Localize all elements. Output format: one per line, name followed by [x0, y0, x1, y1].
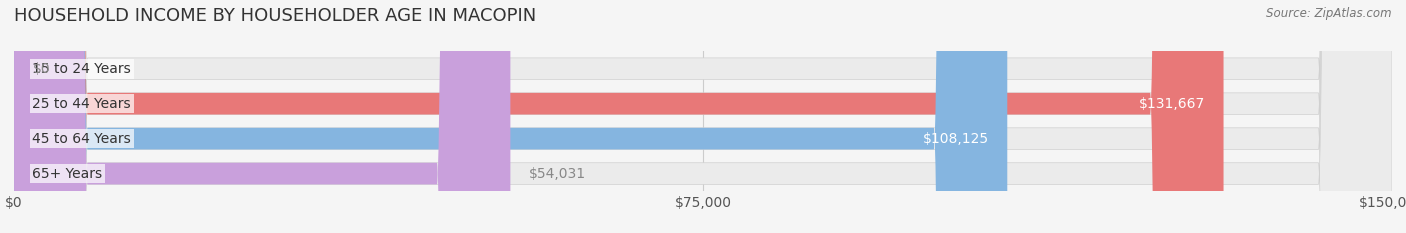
Text: 65+ Years: 65+ Years: [32, 167, 103, 181]
FancyBboxPatch shape: [14, 0, 1007, 233]
Text: HOUSEHOLD INCOME BY HOUSEHOLDER AGE IN MACOPIN: HOUSEHOLD INCOME BY HOUSEHOLDER AGE IN M…: [14, 7, 536, 25]
Text: $54,031: $54,031: [529, 167, 586, 181]
Text: 15 to 24 Years: 15 to 24 Years: [32, 62, 131, 76]
Text: $131,667: $131,667: [1139, 97, 1205, 111]
Text: $0: $0: [32, 62, 51, 76]
Text: 25 to 44 Years: 25 to 44 Years: [32, 97, 131, 111]
FancyBboxPatch shape: [14, 0, 1392, 233]
FancyBboxPatch shape: [14, 0, 1392, 233]
FancyBboxPatch shape: [14, 0, 1392, 233]
Text: Source: ZipAtlas.com: Source: ZipAtlas.com: [1267, 7, 1392, 20]
FancyBboxPatch shape: [14, 0, 1223, 233]
FancyBboxPatch shape: [14, 0, 510, 233]
Text: 45 to 64 Years: 45 to 64 Years: [32, 132, 131, 146]
Text: $108,125: $108,125: [922, 132, 988, 146]
FancyBboxPatch shape: [14, 0, 1392, 233]
